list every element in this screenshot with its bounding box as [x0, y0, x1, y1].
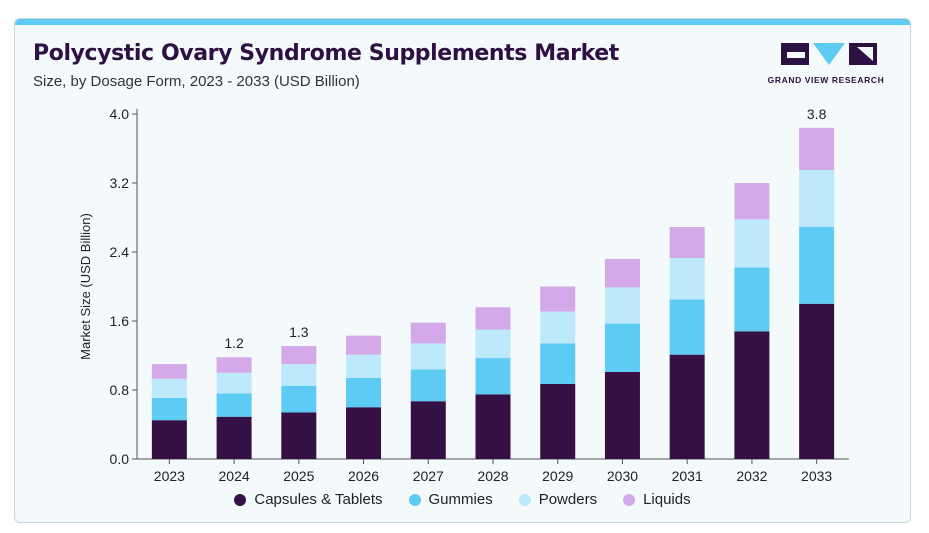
bar-segment: [410, 343, 446, 370]
bar-segment: [410, 401, 446, 459]
bar-segment: [346, 354, 382, 378]
x-tick-label: 2029: [542, 468, 573, 484]
bar-segment: [604, 287, 640, 324]
x-tick-label: 2024: [219, 468, 250, 484]
chart-subtitle: Size, by Dosage Form, 2023 - 2033 (USD B…: [33, 73, 360, 90]
bar-segment: [734, 219, 770, 268]
legend-swatch: [234, 493, 247, 506]
bar-segment: [604, 371, 640, 459]
bar-segment: [604, 323, 640, 372]
grand-view-research-logo: GRAND VIEW RESEARCH: [761, 41, 891, 91]
x-tick-label: 2028: [477, 468, 508, 484]
bar-segment: [346, 377, 382, 408]
legend-swatch: [518, 493, 531, 506]
bar-segment: [540, 286, 576, 312]
bar-segment: [734, 267, 770, 332]
bar-segment: [799, 226, 835, 304]
bar-segment: [540, 383, 576, 459]
bar-segment: [151, 420, 187, 459]
bar-segment: [475, 358, 511, 395]
bar-segment: [151, 397, 187, 421]
y-tick-label: 0.0: [110, 451, 130, 467]
bar-segment: [410, 322, 446, 344]
bar-segment: [799, 127, 835, 171]
bar-segment: [151, 378, 187, 398]
legend-label: Liquids: [643, 491, 691, 508]
legend-label: Powders: [538, 491, 598, 508]
x-tick-label: 2031: [672, 468, 703, 484]
bar-segment: [281, 364, 317, 386]
bar-segment: [151, 364, 187, 379]
bar-segment: [216, 357, 252, 373]
legend-label: Capsules & Tablets: [254, 491, 383, 508]
bar-segment: [669, 299, 705, 355]
bar-segment: [281, 385, 317, 413]
data-label: 3.8: [807, 106, 827, 122]
bar-segment: [540, 311, 576, 344]
bar-segment: [475, 329, 511, 359]
bar-segment: [799, 303, 835, 459]
legend-swatch: [623, 493, 636, 506]
bar-segment: [281, 412, 317, 459]
x-tick-label: 2023: [154, 468, 185, 484]
chart-legend: Capsules & Tablets Gummies Powders Liquids: [15, 491, 910, 508]
data-label: 1.3: [289, 324, 309, 340]
chart-title: Polycystic Ovary Syndrome Supplements Ma…: [33, 41, 619, 66]
bar-segment: [669, 226, 705, 259]
legend-item: Capsules & Tablets: [234, 491, 383, 508]
stacked-bar-chart: 0.0 0.8 1.6 2.4 3.2 4.0 Market Size (USD Billi…: [78, 106, 849, 484]
legend-label: Gummies: [428, 491, 493, 508]
bar-segment: [410, 369, 446, 402]
x-tick-label: 2030: [607, 468, 638, 484]
legend-item: Gummies: [408, 491, 493, 508]
accent-bar: [15, 19, 910, 25]
y-tick-label: 4.0: [110, 106, 130, 122]
bar-segment: [475, 394, 511, 459]
x-tick-label: 2027: [413, 468, 444, 484]
legend-swatch: [408, 493, 421, 506]
data-label: 1.2: [224, 335, 244, 351]
bar-segment: [734, 183, 770, 220]
bar-segment: [540, 343, 576, 384]
x-tick-label: 2032: [736, 468, 767, 484]
bar-segment: [216, 393, 252, 417]
bar-segment: [604, 258, 640, 288]
bar-segment: [216, 416, 252, 459]
bar-segment: [799, 170, 835, 227]
legend-item: Liquids: [623, 491, 691, 508]
y-tick-label: 2.4: [110, 244, 130, 260]
logo-text: GRAND VIEW RESEARCH: [767, 75, 885, 85]
bar-segment: [281, 346, 317, 365]
y-tick-label: 1.6: [110, 313, 130, 329]
bar-segment: [734, 331, 770, 459]
bar-segment: [475, 307, 511, 330]
logo-mark-icon: [781, 43, 877, 65]
legend-item: Powders: [518, 491, 598, 508]
chart-card: Polycystic Ovary Syndrome Supplements Ma…: [14, 18, 911, 523]
y-tick-label: 0.8: [110, 382, 130, 398]
bar-segment: [346, 335, 382, 355]
y-tick-label: 3.2: [110, 175, 130, 191]
bar-segment: [669, 258, 705, 300]
y-axis-label: Market Size (USD Billion): [78, 213, 93, 360]
x-tick-label: 2026: [348, 468, 379, 484]
x-tick-label: 2025: [283, 468, 314, 484]
x-tick-label: 2033: [801, 468, 832, 484]
bar-segment: [346, 407, 382, 459]
bar-segment: [669, 354, 705, 459]
bar-segment: [216, 372, 252, 394]
